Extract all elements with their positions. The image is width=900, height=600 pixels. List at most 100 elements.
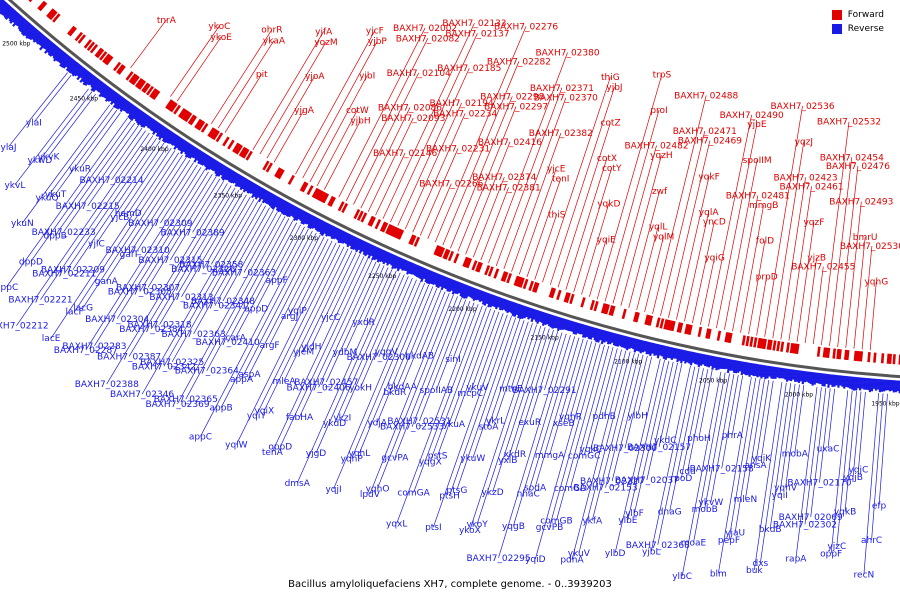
gene-leader-line [829, 157, 853, 347]
gene-label: bkdAB [405, 352, 434, 362]
reverse-gene-mark [284, 203, 293, 216]
reverse-gene-mark [257, 189, 267, 203]
reverse-gene-mark [618, 334, 624, 347]
reverse-gene-mark [329, 226, 337, 238]
reverse-gene-mark [382, 251, 390, 265]
gene-leader-line [836, 390, 853, 546]
reverse-gene-mark [430, 272, 437, 285]
forward-gene-mark [125, 71, 134, 81]
gene-leader-line [39, 91, 93, 161]
forward-gene-mark [791, 343, 796, 354]
gene-label: yqhO [366, 484, 390, 494]
reverse-gene-mark [76, 68, 87, 81]
reverse-gene-mark [2, 6, 13, 17]
reverse-gene-mark [886, 379, 890, 391]
reverse-gene-mark [711, 356, 716, 370]
gene-leader-line [844, 391, 857, 512]
gene-label: yjzC [827, 542, 846, 552]
forward-gene-mark [484, 265, 491, 276]
gene-leader-line [82, 155, 183, 308]
reverse-gene-mark [165, 131, 175, 144]
reverse-gene-mark [682, 350, 687, 362]
reverse-gene-mark [226, 170, 235, 181]
reverse-gene-mark [271, 196, 281, 210]
reverse-gene-mark [320, 222, 330, 237]
gene-leader-line [837, 166, 859, 347]
reverse-gene-mark [868, 378, 873, 393]
reverse-gene-mark [709, 355, 715, 367]
reverse-gene-mark [571, 321, 577, 333]
forward-gene-mark [138, 80, 147, 90]
gene-leader-line [185, 216, 286, 400]
reverse-gene-mark [467, 286, 474, 297]
forward-gene-mark [275, 168, 284, 179]
reverse-gene-mark [299, 210, 307, 222]
gene-leader-line [87, 127, 143, 207]
gene-leader-line [476, 313, 504, 387]
scale-tick-label: 2400 kbp [140, 146, 168, 153]
gene-leader-line [734, 378, 761, 533]
reverse-gene-mark [782, 368, 786, 379]
reverse-gene-mark [884, 379, 888, 391]
forward-gene-mark [52, 13, 61, 23]
forward-gene-mark [374, 219, 382, 230]
gene-label: ykdD [323, 419, 346, 429]
gene-leader-line [259, 41, 327, 155]
gene-leader-line [557, 122, 611, 288]
reverse-gene-mark [837, 375, 841, 388]
gene-leader-line [472, 318, 521, 459]
gene-leader-line [795, 386, 818, 559]
reverse-gene-mark [112, 95, 123, 108]
gene-leader-line [264, 246, 345, 411]
forward-gene-mark [141, 82, 150, 93]
gene-label: BAXH7_02364 [175, 367, 239, 377]
gene-leader-line [761, 380, 774, 458]
gene-label: ykaA [263, 37, 286, 47]
forward-gene-mark [341, 202, 349, 214]
reverse-gene-mark [852, 376, 857, 391]
forward-gene-mark [513, 275, 520, 286]
reverse-gene-mark [140, 115, 150, 128]
reverse-gene-mark [630, 337, 636, 349]
reverse-gene-mark [231, 173, 240, 184]
forward-gene-mark [644, 314, 650, 325]
gene-label: BAXH7_02153 [573, 484, 637, 494]
forward-gene-mark [678, 322, 684, 333]
gene-leader-line [488, 320, 525, 427]
reverse-gene-mark [161, 129, 172, 142]
reverse-gene-mark [17, 19, 28, 30]
gene-label: BAXH7_02291 [512, 386, 576, 396]
forward-gene-mark [262, 160, 270, 171]
reverse-gene-mark [858, 377, 863, 391]
gene-leader-line [549, 338, 584, 456]
gene-label: comGA [397, 488, 430, 498]
reverse-gene-mark [637, 339, 643, 352]
reverse-gene-mark [200, 154, 210, 166]
gene-leader-line [456, 317, 517, 490]
reverse-gene-mark [179, 141, 190, 155]
gene-label: ydbM [333, 348, 358, 358]
gene-label: ykzI [333, 414, 351, 424]
reverse-gene-mark [391, 255, 399, 270]
gene-label: ylbD [605, 549, 626, 559]
reverse-gene-mark [242, 179, 250, 190]
gene-leader-line [692, 221, 715, 324]
gene-leader-line [214, 207, 270, 306]
gene-leader-line [534, 337, 580, 488]
reverse-gene-mark [556, 317, 563, 332]
reverse-gene-mark [713, 356, 718, 369]
scale-tick-label: 2350 kbp [214, 193, 242, 200]
reverse-gene-mark [723, 358, 728, 370]
forward-gene-mark [493, 268, 500, 279]
forward-gene-mark [531, 281, 538, 293]
forward-gene-mark [569, 293, 575, 305]
reverse-gene-mark [62, 57, 73, 69]
forward-gene-mark [522, 278, 529, 290]
gene-leader-line [338, 27, 426, 198]
gene-label: yjdH [301, 342, 321, 352]
reverse-gene-mark [841, 375, 845, 387]
gene-leader-line [628, 190, 660, 308]
gene-leader-line [378, 277, 413, 358]
gene-label: BAXH7_02002 [393, 24, 457, 34]
reverse-gene-mark [540, 312, 547, 324]
